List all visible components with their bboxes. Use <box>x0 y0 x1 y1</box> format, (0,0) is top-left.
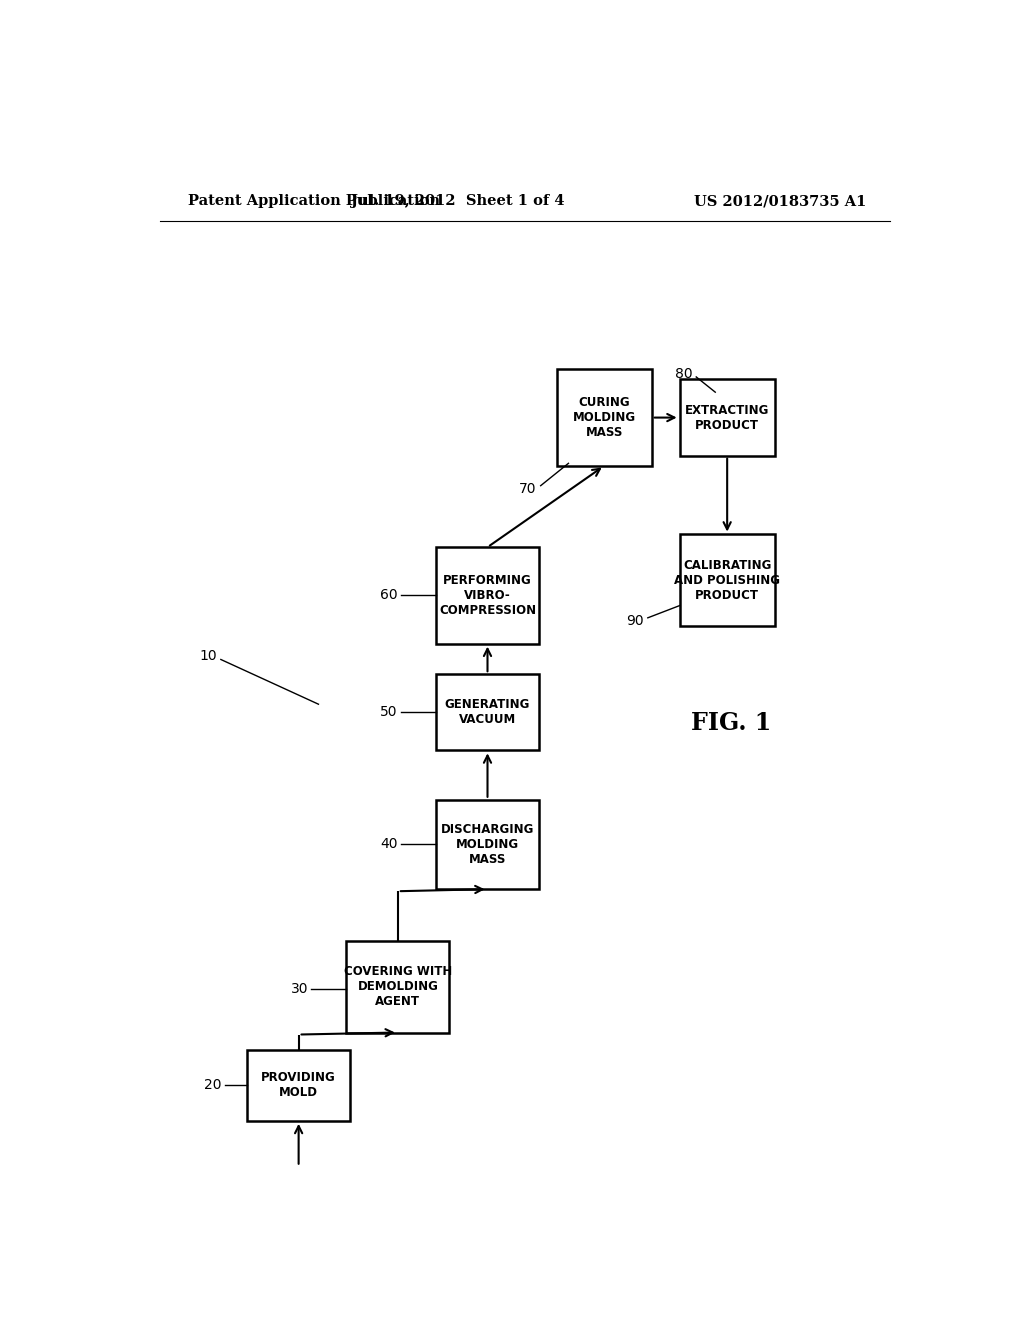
Text: EXTRACTING
PRODUCT: EXTRACTING PRODUCT <box>685 404 769 432</box>
Text: 10: 10 <box>200 649 217 664</box>
Text: 40: 40 <box>380 837 397 851</box>
Text: 80: 80 <box>676 367 693 381</box>
Text: COVERING WITH
DEMOLDING
AGENT: COVERING WITH DEMOLDING AGENT <box>344 965 452 1008</box>
Text: 30: 30 <box>291 982 308 995</box>
Text: 90: 90 <box>627 614 644 628</box>
FancyBboxPatch shape <box>436 800 539 890</box>
Text: US 2012/0183735 A1: US 2012/0183735 A1 <box>693 194 866 209</box>
Text: FIG. 1: FIG. 1 <box>691 710 771 734</box>
Text: Patent Application Publication: Patent Application Publication <box>187 194 439 209</box>
FancyBboxPatch shape <box>680 379 775 455</box>
FancyBboxPatch shape <box>557 370 652 466</box>
Text: CURING
MOLDING
MASS: CURING MOLDING MASS <box>572 396 636 440</box>
FancyBboxPatch shape <box>247 1049 350 1121</box>
Text: PERFORMING
VIBRO-
COMPRESSION: PERFORMING VIBRO- COMPRESSION <box>439 574 536 616</box>
Text: CALIBRATING
AND POLISHING
PRODUCT: CALIBRATING AND POLISHING PRODUCT <box>674 558 780 602</box>
Text: PROVIDING
MOLD: PROVIDING MOLD <box>261 1072 336 1100</box>
FancyBboxPatch shape <box>436 548 539 644</box>
FancyBboxPatch shape <box>436 675 539 751</box>
Text: Jul. 19, 2012  Sheet 1 of 4: Jul. 19, 2012 Sheet 1 of 4 <box>350 194 564 209</box>
FancyBboxPatch shape <box>346 941 450 1032</box>
Text: 70: 70 <box>519 482 537 496</box>
Text: 50: 50 <box>380 705 397 719</box>
Text: 20: 20 <box>204 1078 221 1093</box>
Text: DISCHARGING
MOLDING
MASS: DISCHARGING MOLDING MASS <box>440 822 535 866</box>
Text: GENERATING
VACUUM: GENERATING VACUUM <box>444 698 530 726</box>
Text: 60: 60 <box>380 589 397 602</box>
FancyBboxPatch shape <box>680 535 775 626</box>
